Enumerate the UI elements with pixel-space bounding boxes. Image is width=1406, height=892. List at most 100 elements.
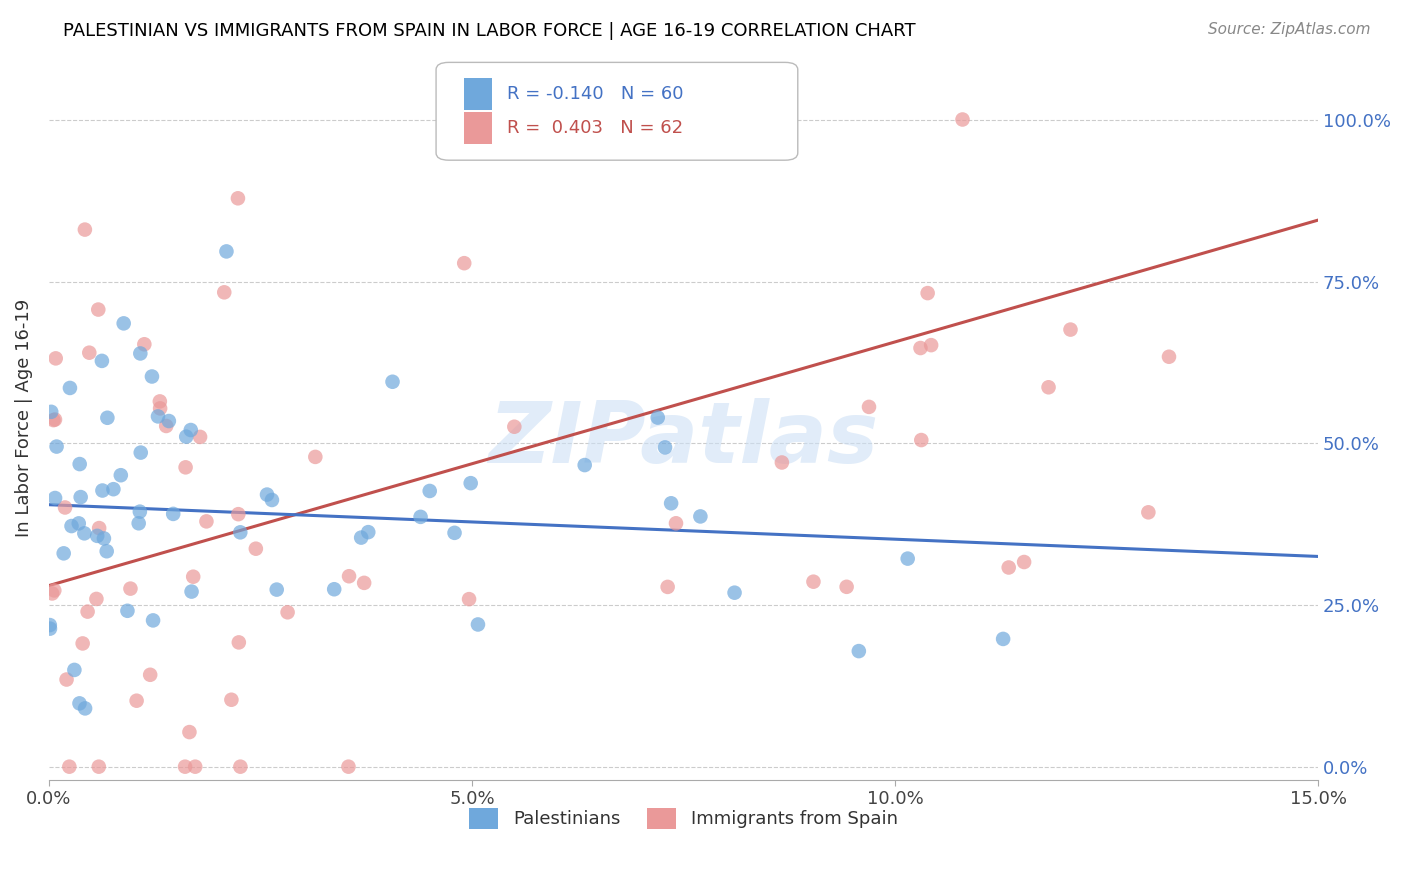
Point	[89, 521, 111, 535]
Point	[53, 500, 76, 515]
Point	[260, 493, 283, 508]
Point	[72, 636, 94, 650]
Point	[723, 585, 745, 599]
Point	[60, 519, 83, 533]
Point	[155, 419, 177, 434]
Point	[952, 112, 974, 127]
Point	[460, 476, 482, 491]
Text: R = -0.140   N = 60: R = -0.140 N = 60	[508, 86, 683, 103]
Point	[179, 725, 201, 739]
Point	[304, 450, 326, 464]
Point	[149, 401, 172, 416]
Text: R =  0.403   N = 62: R = 0.403 N = 62	[508, 120, 683, 137]
Point	[277, 605, 299, 619]
Y-axis label: In Labor Force | Age 16-19: In Labor Force | Age 16-19	[15, 298, 32, 536]
Point	[337, 569, 360, 583]
Point	[67, 516, 90, 531]
Point	[42, 413, 65, 427]
Point	[266, 582, 288, 597]
Point	[467, 617, 489, 632]
Point	[79, 345, 101, 359]
Point	[897, 551, 920, 566]
Point	[991, 632, 1014, 646]
Point	[96, 410, 118, 425]
Point	[180, 584, 202, 599]
Point	[103, 482, 125, 496]
Point	[657, 580, 679, 594]
Point	[453, 256, 475, 270]
Point	[174, 760, 197, 774]
Point	[917, 286, 939, 301]
Point	[181, 570, 204, 584]
Point	[44, 583, 66, 598]
Point	[221, 692, 243, 706]
Point	[87, 760, 110, 774]
Text: ZIPatlas: ZIPatlas	[488, 398, 879, 481]
Point	[910, 433, 932, 447]
Point	[229, 525, 252, 540]
Point	[443, 525, 465, 540]
Point	[212, 285, 235, 300]
Point	[157, 414, 180, 428]
Point	[39, 405, 62, 419]
Point	[69, 490, 91, 504]
Point	[188, 430, 211, 444]
Point	[120, 582, 142, 596]
Point	[112, 317, 135, 331]
Point	[63, 663, 86, 677]
Point	[69, 697, 91, 711]
Point	[458, 592, 481, 607]
Point	[125, 694, 148, 708]
Point	[38, 618, 60, 632]
Point	[803, 574, 825, 589]
Point	[1157, 350, 1180, 364]
Point	[134, 337, 156, 351]
Point	[96, 544, 118, 558]
Point	[350, 531, 373, 545]
Point	[659, 496, 682, 510]
Point	[770, 455, 793, 469]
Point	[381, 375, 404, 389]
Point	[858, 400, 880, 414]
Point	[39, 622, 62, 636]
Point	[90, 354, 112, 368]
Point	[139, 667, 162, 681]
Point	[58, 760, 80, 774]
Point	[229, 760, 252, 774]
Point	[149, 394, 172, 409]
Point	[86, 591, 108, 606]
Point	[110, 468, 132, 483]
Point	[41, 586, 63, 600]
Point	[69, 457, 91, 471]
Point	[44, 491, 66, 505]
Point	[93, 532, 115, 546]
Point	[45, 351, 67, 366]
Point	[647, 410, 669, 425]
Point	[73, 526, 96, 541]
Point	[44, 412, 66, 426]
Point	[73, 222, 96, 236]
Point	[323, 582, 346, 597]
Point	[75, 701, 97, 715]
Point	[835, 580, 858, 594]
Point	[91, 483, 114, 498]
Point	[226, 191, 249, 205]
Point	[52, 546, 75, 560]
Point	[128, 516, 150, 531]
Point	[1137, 505, 1160, 519]
Point	[129, 445, 152, 459]
Point	[45, 440, 67, 454]
Point	[128, 505, 150, 519]
Point	[920, 338, 942, 352]
Point	[76, 605, 98, 619]
Bar	[464, 78, 492, 111]
Point	[419, 483, 441, 498]
Point	[665, 516, 688, 531]
FancyBboxPatch shape	[436, 62, 797, 161]
Point	[503, 419, 526, 434]
Point	[146, 409, 169, 424]
Point	[129, 346, 152, 360]
Point	[574, 458, 596, 472]
Point	[174, 460, 197, 475]
Point	[1059, 323, 1081, 337]
